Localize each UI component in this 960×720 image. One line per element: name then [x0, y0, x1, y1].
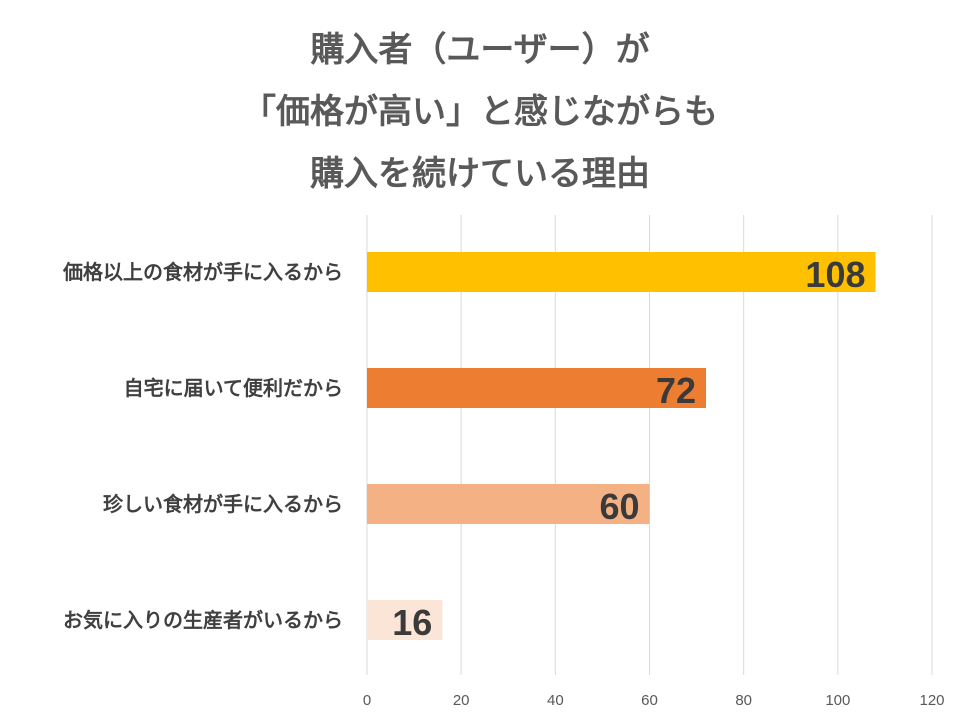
category-label: お気に入りの生産者がいるから: [63, 608, 343, 632]
chart-title-line-3: 購入を続けている理由: [310, 154, 650, 194]
x-tick-label: 60: [641, 692, 658, 709]
x-tick-label: 120: [919, 692, 944, 709]
category-label: 珍しい食材が手に入るから: [103, 492, 343, 516]
bar: [367, 484, 650, 524]
data-label: 72: [656, 370, 696, 411]
x-tick-label: 100: [825, 692, 850, 709]
x-tick-label: 40: [547, 692, 564, 709]
x-tick-label: 0: [363, 692, 371, 709]
data-label: 108: [805, 254, 865, 295]
category-label: 自宅に届いて便利だから: [124, 376, 343, 400]
data-label: 60: [599, 486, 639, 527]
bar: [367, 368, 706, 408]
data-label: 16: [392, 602, 432, 643]
x-tick-label: 20: [453, 692, 470, 709]
bar: [367, 600, 443, 640]
category-label: 価格以上の食材が手に入るから: [62, 260, 343, 284]
bar: [367, 252, 876, 292]
chart-title-line-2: 「価格が高い」と感じながらも: [242, 92, 718, 132]
chart-title-line-1: 購入者（ユーザー）が: [310, 30, 650, 70]
x-tick-label: 80: [735, 692, 752, 709]
